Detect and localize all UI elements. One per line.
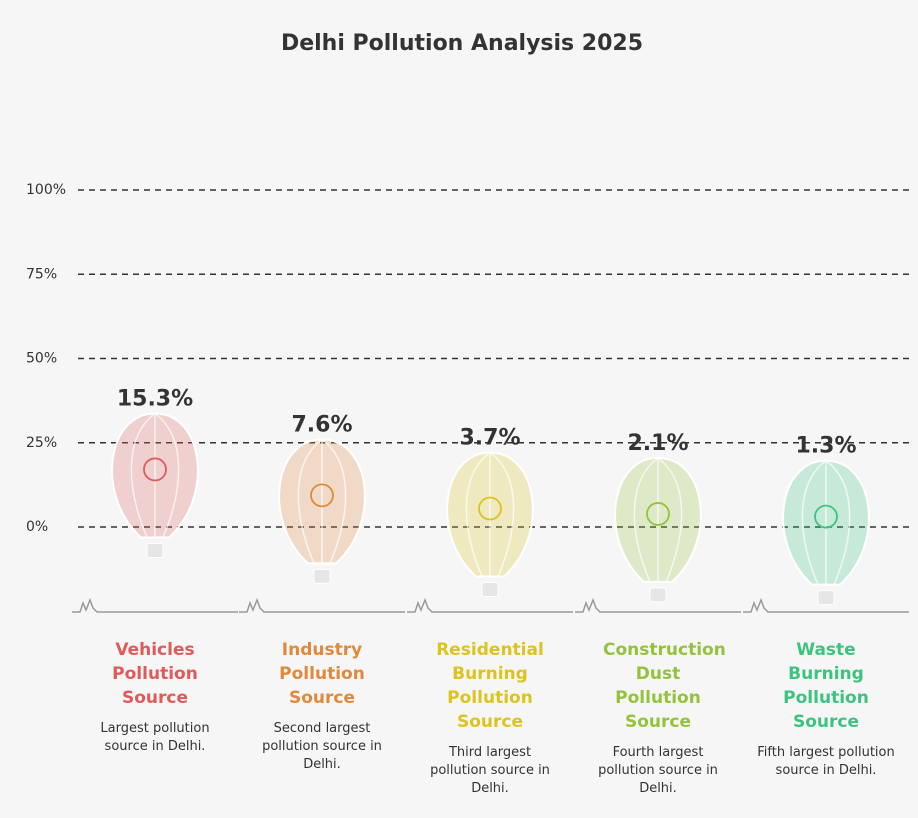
icon [814,504,838,529]
category-label: Construction Dust Pollution Source [603,640,726,732]
category-label: Industry Pollution Source [279,640,365,708]
ground [743,597,909,613]
balloon-ribs [801,460,851,585]
icon [478,496,502,521]
y-tick-label: 50% [26,351,57,367]
icon [646,502,670,526]
basket [146,542,164,558]
ground [72,597,238,613]
category-label: Waste Burning Pollution Source [783,640,869,732]
balloon-ribs [297,438,347,564]
balloon [446,451,534,598]
category-column: Construction Dust Pollution Source Fourth… [583,638,733,798]
category-column: Residential Burning Pollution Source Thir… [415,638,565,798]
ground [575,597,741,613]
value-label: 15.3% [117,386,193,411]
balloon [614,456,702,603]
basket [649,587,667,603]
icon [310,483,334,508]
value-label: 1.3% [795,434,856,459]
balloon [782,459,870,606]
balloon-ribs [633,457,683,583]
basket [313,568,331,584]
ground [239,597,405,613]
balloon-ribs [465,451,515,577]
category-column: Industry Pollution Source Second largest … [247,638,397,774]
value-label: 2.1% [627,431,688,456]
balloon [278,438,366,584]
category-column: Waste Burning Pollution Source Fifth larg… [751,638,901,780]
ground [407,597,573,613]
chart-title: Delhi Pollution Analysis 2025 [281,31,643,56]
y-tick-label: 25% [26,435,57,451]
description: Third largest pollution source in Delhi. [430,745,550,796]
balloon [111,412,199,558]
balloon-ribs [130,412,180,538]
basket [817,590,835,606]
category-label: Residential Burning Pollution Source [436,640,544,732]
description: Fifth largest pollution source in Delhi. [757,745,895,778]
y-tick-label: 0% [26,519,48,535]
y-tick-label: 75% [26,266,57,282]
category-column: Vehicles Pollution Source Largest polluti… [80,638,230,756]
y-tick-label: 100% [26,182,66,198]
description: Fourth largest pollution source in Delhi… [598,745,718,796]
icon [143,457,167,482]
value-label: 7.6% [291,412,352,437]
description: Second largest pollution source in Delhi… [262,721,382,772]
value-label: 3.7% [459,426,520,451]
category-label: Vehicles Pollution Source [112,640,198,708]
basket [481,582,499,598]
description: Largest pollution source in Delhi. [100,721,210,754]
